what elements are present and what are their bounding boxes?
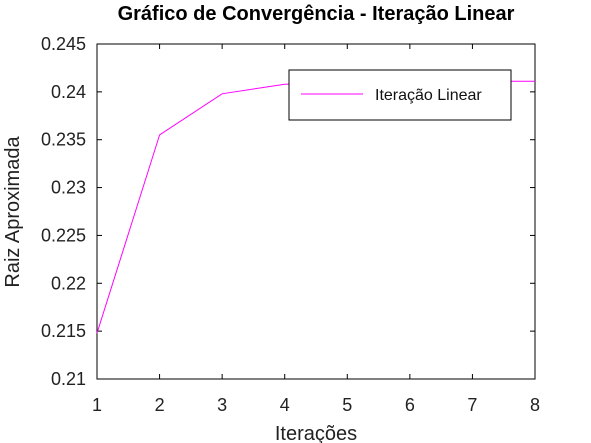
legend: Iteração Linear	[288, 69, 512, 121]
x-tick-label: 1	[92, 395, 102, 415]
plot-area-frame	[96, 43, 536, 380]
y-tick-label: 0.235	[41, 130, 86, 150]
y-tick-label: 0.22	[51, 273, 86, 293]
axis-ticks	[96, 43, 536, 380]
y-tick-label: 0.245	[41, 34, 86, 54]
y-tick-label: 0.225	[41, 225, 86, 245]
x-tick-label: 8	[530, 395, 540, 415]
x-tick-label: 3	[217, 395, 227, 415]
x-tick-label: 4	[280, 395, 290, 415]
legend-label-iteracao-linear: Iteração Linear	[375, 87, 482, 104]
y-tick-label: 0.215	[41, 321, 86, 341]
x-tick-label: 2	[155, 395, 165, 415]
chart-title: Gráfico de Convergência - Iteração Linea…	[118, 3, 515, 25]
axis-tick-labels: 1 2 3 4 5 6 7 8 0.21 0.215 0.22 0.225 0.23 0.235 0.24 0…	[41, 34, 540, 415]
y-tick-label: 0.23	[51, 178, 86, 198]
legend-box	[288, 69, 512, 121]
y-axis-label: Raiz Aproximada	[2, 136, 24, 288]
y-tick-label: 0.21	[51, 369, 86, 389]
x-tick-label: 6	[405, 395, 415, 415]
x-tick-label: 7	[467, 395, 477, 415]
x-tick-label: 5	[342, 395, 352, 415]
x-axis-label: Iterações	[275, 423, 357, 443]
y-tick-label: 0.24	[51, 82, 86, 102]
